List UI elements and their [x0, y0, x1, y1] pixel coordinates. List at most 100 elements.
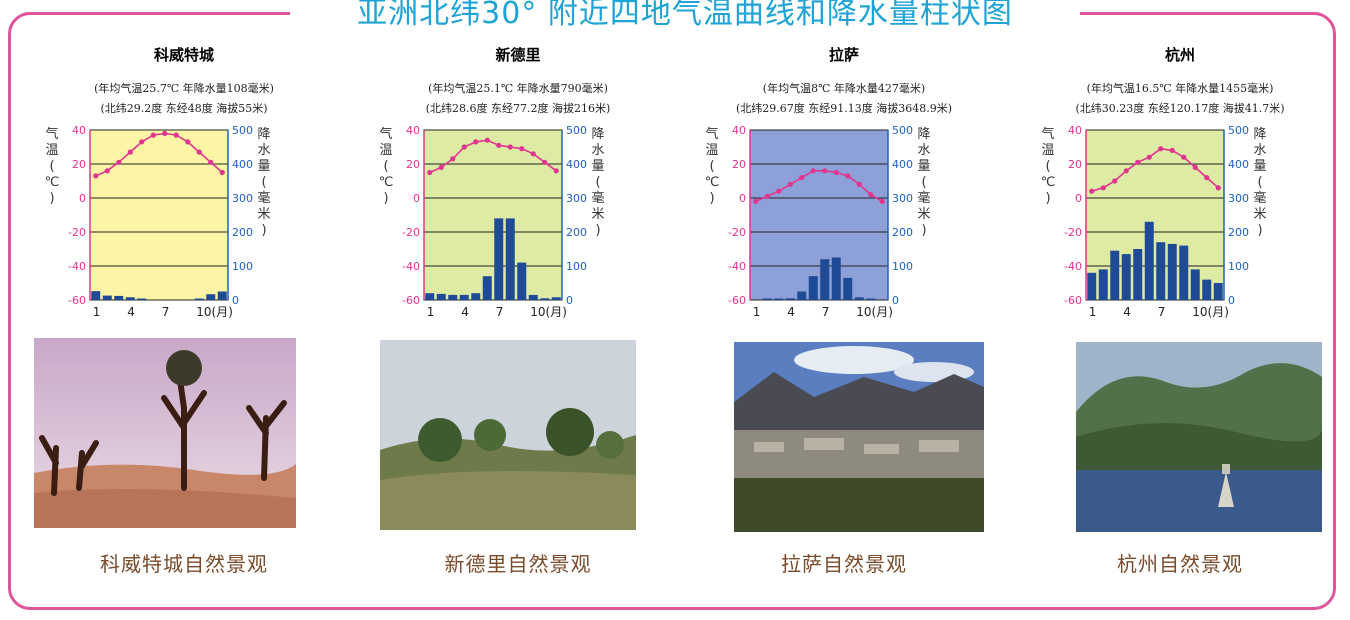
temp-tick-label: 20: [1068, 158, 1082, 171]
precip-bar: [528, 294, 538, 300]
temperature-point: [1100, 185, 1106, 191]
landscape-photo-new-delhi: [380, 340, 636, 530]
temperature-point: [753, 198, 759, 204]
panel-lhasa: 拉萨 (年均气温8℃ 年降水量427毫米) (北纬29.67度 东经91.13度…: [694, 0, 1024, 620]
lake-landscape-image: [1076, 342, 1322, 532]
temperature-point: [104, 168, 110, 174]
plot-background: [89, 129, 229, 301]
precip-axis-label: 量: [917, 159, 930, 174]
temperature-point: [196, 149, 202, 155]
city-name: 新德里: [495, 46, 541, 64]
temp-axis-label: 气: [379, 126, 392, 142]
temp-axis-label: ): [383, 191, 388, 206]
precip-axis-label: (: [1257, 175, 1262, 190]
temp-axis-label: (: [49, 159, 54, 174]
temperature-point: [787, 181, 793, 187]
climate-chart-hangzhou: 40200-20-40-605004003002001000气温(℃)降水量(毫…: [1041, 124, 1267, 319]
precip-bar: [1110, 250, 1120, 300]
temperature-point: [833, 169, 839, 176]
precip-tick-label: 200: [892, 226, 913, 239]
temp-axis-label: 气: [45, 126, 58, 142]
precip-axis-label: (: [261, 175, 266, 190]
month-tick-label: 10(月): [196, 305, 233, 319]
precip-axis-label: 毫: [591, 190, 604, 206]
temp-axis-label: 气: [705, 126, 718, 142]
precip-bar: [1087, 272, 1097, 300]
precip-axis-label: 米: [1253, 207, 1266, 222]
precip-tick-label: 400: [1228, 158, 1249, 171]
precip-tick-label: 0: [566, 294, 573, 307]
precip-bar: [114, 295, 124, 300]
precip-bar: [1098, 269, 1108, 300]
precip-bar: [482, 276, 492, 300]
temp-axis-label: 温: [379, 143, 392, 158]
month-tick-label: 1: [93, 305, 101, 319]
precip-axis-label: ): [921, 223, 926, 238]
climate-chart-lhasa: 40200-20-40-605004003002001000气温(℃)降水量(毫…: [705, 124, 931, 319]
month-tick-label: 7: [496, 305, 504, 319]
month-tick-label: 1: [1089, 305, 1097, 319]
temp-tick-label: 0: [413, 192, 420, 205]
precip-tick-label: 400: [232, 158, 253, 171]
temp-tick-label: -40: [68, 260, 86, 273]
precip-axis-label: ): [1257, 223, 1262, 238]
photo-caption: 拉萨自然景观: [781, 552, 907, 576]
temp-axis-label: 气: [1041, 126, 1054, 142]
temp-axis-label: (: [1045, 159, 1050, 174]
temperature-point: [1146, 154, 1152, 160]
precip-tick-label: 500: [566, 124, 587, 137]
landscape-photo-lhasa: [734, 342, 984, 532]
temperature-point: [1112, 178, 1118, 184]
temperature-point: [799, 175, 805, 181]
precip-bar: [448, 294, 458, 300]
temperature-point: [219, 169, 225, 176]
precip-tick-label: 300: [892, 192, 913, 205]
precip-bar: [1167, 243, 1177, 300]
precip-axis-label: 毫: [1253, 190, 1266, 206]
precip-axis-label: ): [595, 223, 600, 238]
month-tick-label: 1: [427, 305, 435, 319]
temperature-point: [496, 142, 502, 148]
location-info: (北纬29.67度 东经91.13度 海拔3648.9米): [735, 102, 953, 115]
precip-bar: [1133, 249, 1143, 300]
month-tick-label: 10(月): [856, 305, 893, 319]
temperature-point: [1192, 164, 1198, 170]
temperature-point: [450, 156, 456, 162]
temperature-point: [764, 193, 770, 199]
temperature-point: [530, 151, 536, 157]
photo-caption: 新德里自然景观: [444, 552, 592, 576]
precip-bar: [762, 298, 772, 300]
precip-bar: [91, 291, 101, 300]
precip-axis-label: (: [595, 175, 600, 190]
precip-axis-label: 量: [1253, 159, 1266, 174]
temp-axis-label: ℃: [705, 175, 720, 190]
temperature-point: [879, 198, 885, 204]
temperature-point: [150, 132, 156, 138]
precip-bar: [194, 298, 204, 300]
precip-bar: [540, 298, 550, 300]
precip-axis-label: (: [921, 175, 926, 190]
precip-tick-label: 300: [232, 192, 253, 205]
temperature-point: [1158, 146, 1164, 152]
precip-bar: [1144, 221, 1154, 300]
precip-tick-label: 500: [892, 124, 913, 137]
month-tick-label: 1: [753, 305, 761, 319]
precip-tick-label: 100: [892, 260, 913, 273]
temp-tick-label: -20: [728, 226, 746, 239]
precip-bar: [808, 276, 818, 300]
temp-axis-label: ): [1045, 191, 1050, 206]
temperature-point: [461, 144, 467, 150]
temp-tick-label: 40: [406, 124, 420, 137]
plot-background: [423, 129, 563, 301]
precip-tick-label: 100: [232, 260, 253, 273]
precip-bar: [102, 295, 112, 300]
precip-axis-label: 量: [591, 159, 604, 174]
month-tick-label: 10(月): [530, 305, 567, 319]
temp-tick-label: -60: [1064, 294, 1082, 307]
city-name: 杭州: [1164, 46, 1195, 64]
precip-bar: [831, 257, 841, 300]
temperature-point: [116, 159, 122, 165]
climate-chart-new-delhi: 40200-20-40-605004003002001000气温(℃)降水量(毫…: [379, 124, 605, 319]
month-tick-label: 4: [461, 305, 469, 319]
temperature-point: [438, 164, 444, 170]
